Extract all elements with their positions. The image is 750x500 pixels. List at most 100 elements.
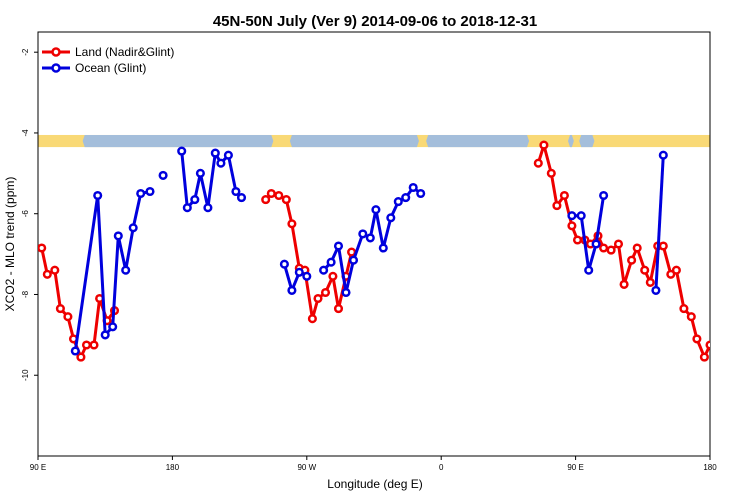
plot-frame bbox=[37, 31, 711, 457]
data-point bbox=[572, 235, 583, 245]
data-point bbox=[606, 245, 616, 255]
data-point bbox=[326, 257, 336, 267]
data-point bbox=[216, 158, 226, 168]
data-point bbox=[50, 265, 60, 275]
data-point bbox=[393, 197, 403, 207]
x-tick-label: 90 E bbox=[567, 463, 583, 472]
data-point bbox=[347, 247, 357, 257]
data-point bbox=[55, 304, 65, 314]
legend: Land (Nadir&Glint) Ocean (Glint) bbox=[42, 45, 174, 75]
data-point bbox=[627, 255, 637, 265]
data-point bbox=[81, 340, 92, 350]
data-point bbox=[591, 239, 601, 249]
data-point bbox=[658, 241, 668, 251]
series-line bbox=[654, 155, 665, 291]
data-point bbox=[287, 285, 297, 295]
chart-title: 45N-50N July (Ver 9) 2014-09-06 to 2018-… bbox=[213, 13, 537, 30]
series-ocean bbox=[70, 146, 668, 356]
data-point bbox=[231, 186, 241, 197]
data-point bbox=[371, 205, 381, 215]
data-point bbox=[645, 277, 655, 287]
data-point bbox=[63, 312, 73, 322]
y-axis-label: XCO2 - MLO trend (ppm) bbox=[3, 177, 17, 312]
x-tick-label: 180 bbox=[703, 463, 717, 472]
data-point bbox=[76, 352, 86, 362]
x-axis: 90 E 180 90 W 0 90 E 180 bbox=[30, 456, 717, 472]
data-point bbox=[128, 223, 138, 233]
data-point bbox=[348, 255, 359, 265]
y-tick-label: -2 bbox=[21, 48, 30, 56]
data-point bbox=[70, 346, 80, 356]
data-point bbox=[416, 188, 426, 199]
data-point bbox=[320, 287, 331, 298]
data-point bbox=[619, 279, 629, 289]
data-point bbox=[136, 188, 146, 199]
data-point bbox=[195, 168, 205, 178]
data-point bbox=[358, 229, 368, 239]
data-point bbox=[203, 203, 213, 213]
map-band-ocean bbox=[579, 134, 595, 148]
data-point bbox=[38, 243, 47, 253]
data-point bbox=[279, 259, 289, 269]
data-point bbox=[567, 221, 577, 231]
data-point bbox=[281, 195, 291, 205]
data-point bbox=[307, 314, 317, 324]
world-map-band bbox=[38, 134, 710, 148]
y-tick-label: -8 bbox=[21, 290, 30, 298]
data-point bbox=[692, 334, 702, 344]
data-point bbox=[121, 265, 131, 275]
x-tick-label: 0 bbox=[439, 463, 444, 472]
data-point bbox=[42, 269, 52, 279]
data-point bbox=[266, 188, 276, 199]
data-point bbox=[613, 239, 624, 249]
data-point bbox=[705, 340, 710, 350]
data-point bbox=[584, 265, 594, 275]
data-point bbox=[651, 285, 661, 295]
data-point bbox=[378, 243, 388, 253]
data-point bbox=[341, 287, 351, 298]
series-line bbox=[180, 150, 243, 210]
x-tick-label: 180 bbox=[166, 463, 180, 472]
legend-label: Land (Nadir&Glint) bbox=[75, 45, 174, 59]
data-point bbox=[145, 186, 155, 197]
data-point bbox=[559, 190, 569, 201]
legend-marker bbox=[51, 63, 61, 73]
data-point bbox=[671, 265, 681, 275]
legend-marker bbox=[51, 47, 61, 57]
data-point bbox=[333, 241, 344, 251]
data-point bbox=[333, 304, 344, 314]
data-point bbox=[533, 158, 543, 168]
data-point bbox=[539, 140, 549, 150]
y-axis: -2 -4 -6 -8 -10 bbox=[21, 48, 38, 381]
y-tick-label: -6 bbox=[21, 210, 30, 218]
data-point bbox=[576, 211, 586, 221]
data-point bbox=[599, 243, 609, 253]
data-point bbox=[274, 190, 284, 201]
data-point bbox=[223, 150, 233, 160]
data-point bbox=[287, 219, 297, 229]
series-line bbox=[536, 143, 710, 359]
data-point bbox=[408, 182, 418, 193]
map-band-ocean bbox=[426, 134, 530, 148]
data-point bbox=[386, 213, 396, 223]
data-point bbox=[552, 201, 562, 211]
series-line bbox=[571, 195, 606, 272]
data-point bbox=[210, 148, 220, 158]
data-point bbox=[100, 330, 110, 340]
series-land bbox=[38, 140, 710, 362]
data-point bbox=[365, 233, 375, 243]
legend-label: Ocean (Glint) bbox=[75, 61, 146, 75]
x-axis-label: Longitude (deg E) bbox=[327, 477, 422, 491]
data-point bbox=[632, 243, 642, 253]
data-point bbox=[640, 265, 650, 275]
data-point bbox=[546, 168, 556, 178]
data-point bbox=[319, 265, 329, 275]
data-point bbox=[401, 193, 411, 203]
x-tick-label: 90 W bbox=[297, 463, 316, 472]
data-point bbox=[89, 340, 99, 350]
data-point bbox=[313, 293, 323, 304]
data-point bbox=[328, 271, 338, 281]
data-point bbox=[108, 322, 118, 332]
data-point bbox=[261, 195, 271, 205]
data-point bbox=[567, 211, 577, 221]
